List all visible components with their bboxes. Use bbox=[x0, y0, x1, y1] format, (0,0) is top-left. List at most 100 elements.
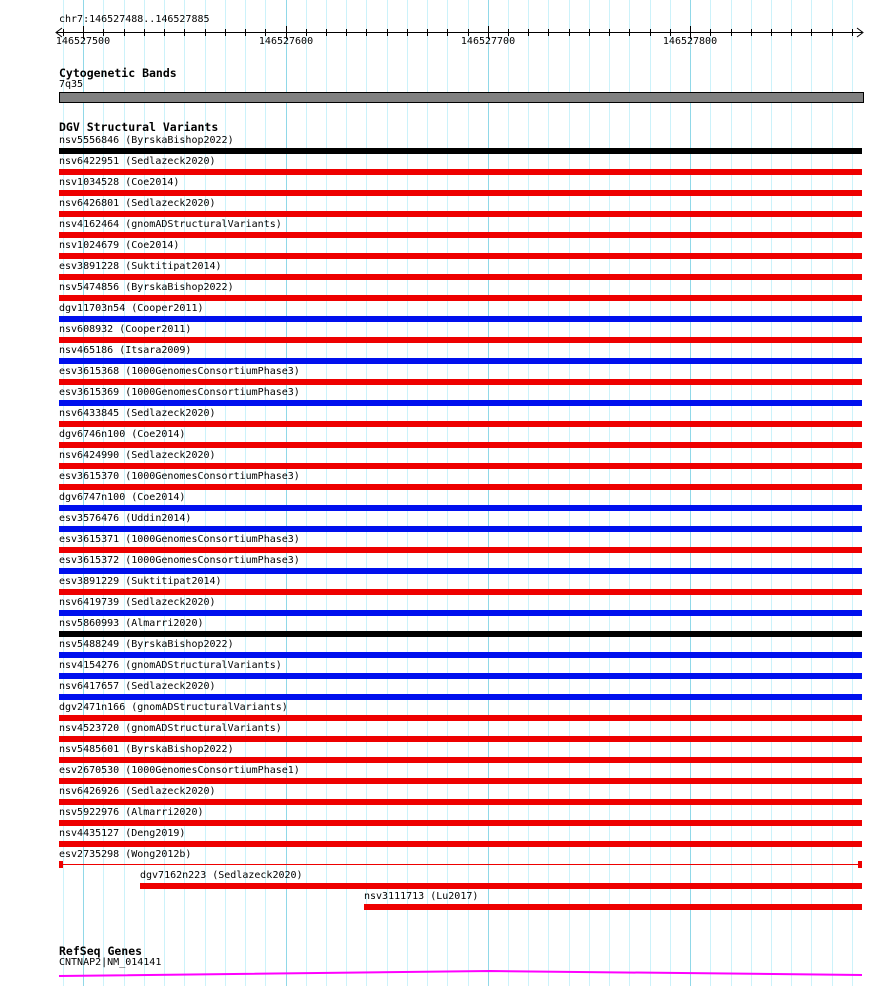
minor-tick bbox=[366, 29, 367, 36]
variant-label[interactable]: nsv4523720 (gnomADStructuralVariants) bbox=[59, 723, 282, 734]
variant-label[interactable]: nsv6433845 (Sedlazeck2020) bbox=[59, 408, 216, 419]
variant-label[interactable]: nsv6422951 (Sedlazeck2020) bbox=[59, 156, 216, 167]
variant-label[interactable]: dgv7162n223 (Sedlazeck2020) bbox=[140, 870, 303, 881]
variant-bar[interactable] bbox=[59, 169, 862, 175]
variant-label[interactable]: nsv465186 (Itsara2009) bbox=[59, 345, 192, 356]
variant-label[interactable]: nsv5488249 (ByrskaBishop2022) bbox=[59, 639, 234, 650]
variant-label[interactable]: nsv5556846 (ByrskaBishop2022) bbox=[59, 135, 234, 146]
refseq-track-header: RefSeq Genes bbox=[59, 944, 143, 958]
cytoband-bar[interactable] bbox=[59, 92, 864, 103]
variant-bar[interactable] bbox=[59, 274, 862, 280]
variant-label[interactable]: nsv1034528 (Coe2014) bbox=[59, 177, 180, 188]
variant-label[interactable]: dgv2471n166 (gnomADStructuralVariants) bbox=[59, 702, 288, 713]
variant-label[interactable]: esv2735298 (Wong2012b) bbox=[59, 849, 192, 860]
variant-label[interactable]: esv3576476 (Uddin2014) bbox=[59, 513, 192, 524]
variant-label[interactable]: nsv4435127 (Deng2019) bbox=[59, 828, 186, 839]
variant-label[interactable]: nsv5485601 (ByrskaBishop2022) bbox=[59, 744, 234, 755]
variant-bar[interactable] bbox=[59, 463, 862, 469]
minor-tick bbox=[731, 29, 732, 36]
variant-label[interactable]: nsv5474856 (ByrskaBishop2022) bbox=[59, 282, 234, 293]
variant-bar[interactable] bbox=[59, 337, 862, 343]
variant-end-block[interactable] bbox=[858, 861, 862, 868]
variant-label[interactable]: esv2670530 (1000GenomesConsortiumPhase1) bbox=[59, 765, 300, 776]
minor-tick bbox=[609, 29, 610, 36]
variant-label[interactable]: nsv6417657 (Sedlazeck2020) bbox=[59, 681, 216, 692]
variant-bar[interactable] bbox=[59, 778, 862, 784]
variant-end-block[interactable] bbox=[59, 861, 63, 868]
minor-tick bbox=[468, 29, 469, 36]
variant-bar[interactable] bbox=[59, 421, 862, 427]
gridline bbox=[124, 0, 125, 986]
variant-bar[interactable] bbox=[59, 505, 862, 511]
variant-bar[interactable] bbox=[59, 799, 862, 805]
variant-bar[interactable] bbox=[59, 547, 862, 553]
gridline bbox=[447, 0, 448, 986]
variant-bar[interactable] bbox=[59, 652, 862, 658]
variant-bar[interactable] bbox=[59, 526, 862, 532]
variant-label[interactable]: esv3615369 (1000GenomesConsortiumPhase3) bbox=[59, 387, 300, 398]
minor-tick bbox=[124, 29, 125, 36]
variant-label[interactable]: nsv6426801 (Sedlazeck2020) bbox=[59, 198, 216, 209]
gene-label[interactable]: CNTNAP2|NM_014141 bbox=[59, 957, 162, 968]
variant-bar[interactable] bbox=[59, 316, 862, 322]
variant-bar[interactable] bbox=[59, 589, 862, 595]
variant-bar[interactable] bbox=[59, 820, 862, 826]
variant-bar[interactable] bbox=[59, 757, 862, 763]
minor-tick bbox=[387, 29, 388, 36]
variant-label[interactable]: nsv1024679 (Coe2014) bbox=[59, 240, 180, 251]
variant-label[interactable]: nsv5860993 (Almarri2020) bbox=[59, 618, 204, 629]
variant-bar[interactable] bbox=[59, 673, 862, 679]
variant-label[interactable]: esv3891229 (Suktitipat2014) bbox=[59, 576, 222, 587]
variant-bar[interactable] bbox=[59, 736, 862, 742]
variant-bar[interactable] bbox=[59, 190, 862, 196]
gridline bbox=[670, 0, 671, 986]
minor-tick bbox=[508, 29, 509, 36]
variant-label[interactable]: esv3615372 (1000GenomesConsortiumPhase3) bbox=[59, 555, 300, 566]
variant-label[interactable]: esv3891228 (Suktitipat2014) bbox=[59, 261, 222, 272]
variant-bar[interactable] bbox=[59, 442, 862, 448]
variant-bar[interactable] bbox=[59, 568, 862, 574]
gene-intron-line[interactable] bbox=[0, 963, 890, 983]
variant-bar[interactable] bbox=[59, 631, 862, 637]
gridline bbox=[751, 0, 752, 986]
variant-label[interactable]: dgv6746n100 (Coe2014) bbox=[59, 429, 186, 440]
gridline bbox=[811, 0, 812, 986]
gridline bbox=[245, 0, 246, 986]
minor-tick bbox=[164, 29, 165, 36]
variant-bar[interactable] bbox=[140, 883, 862, 889]
variant-bar[interactable] bbox=[59, 211, 862, 217]
variant-bar[interactable] bbox=[59, 484, 862, 490]
variant-label[interactable]: nsv3111713 (Lu2017) bbox=[364, 891, 479, 902]
variant-label[interactable]: dgv6747n100 (Coe2014) bbox=[59, 492, 186, 503]
variant-label[interactable]: nsv6426926 (Sedlazeck2020) bbox=[59, 786, 216, 797]
variant-bar[interactable] bbox=[59, 232, 862, 238]
variant-label[interactable]: nsv5922976 (Almarri2020) bbox=[59, 807, 204, 818]
variant-label[interactable]: nsv608932 (Cooper2011) bbox=[59, 324, 192, 335]
variant-bar[interactable] bbox=[364, 904, 862, 910]
variant-label[interactable]: nsv6419739 (Sedlazeck2020) bbox=[59, 597, 216, 608]
gridline bbox=[650, 0, 651, 986]
gridline bbox=[83, 0, 84, 986]
variant-bar[interactable] bbox=[59, 148, 862, 154]
variant-bar[interactable] bbox=[59, 694, 862, 700]
variant-bar[interactable] bbox=[59, 610, 862, 616]
variant-label[interactable]: dgv11703n54 (Cooper2011) bbox=[59, 303, 204, 314]
variant-bar[interactable] bbox=[59, 715, 862, 721]
variant-label[interactable]: esv3615370 (1000GenomesConsortiumPhase3) bbox=[59, 471, 300, 482]
gridline bbox=[427, 0, 428, 986]
gridline bbox=[548, 0, 549, 986]
variant-label[interactable]: esv3615371 (1000GenomesConsortiumPhase3) bbox=[59, 534, 300, 545]
variant-bar[interactable] bbox=[59, 295, 862, 301]
gridline bbox=[589, 0, 590, 986]
variant-bar[interactable] bbox=[59, 358, 862, 364]
variant-bar[interactable] bbox=[59, 379, 862, 385]
variant-label[interactable]: nsv4162464 (gnomADStructuralVariants) bbox=[59, 219, 282, 230]
variant-label[interactable]: esv3615368 (1000GenomesConsortiumPhase3) bbox=[59, 366, 300, 377]
variant-bar[interactable] bbox=[59, 253, 862, 259]
variant-bar[interactable] bbox=[59, 400, 862, 406]
variant-label[interactable]: nsv6424990 (Sedlazeck2020) bbox=[59, 450, 216, 461]
variant-bar[interactable] bbox=[59, 841, 862, 847]
variant-thin-line[interactable] bbox=[59, 864, 862, 865]
gridline bbox=[528, 0, 529, 986]
variant-label[interactable]: nsv4154276 (gnomADStructuralVariants) bbox=[59, 660, 282, 671]
